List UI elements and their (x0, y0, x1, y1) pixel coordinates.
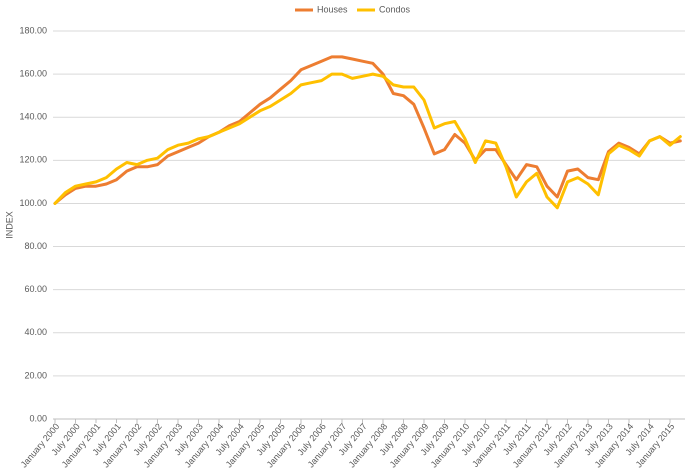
y-tick-label: 120.00 (19, 155, 47, 165)
y-tick-label: 140.00 (19, 112, 47, 122)
y-tick-label: 0.00 (29, 413, 47, 423)
line-series (53, 55, 682, 205)
y-axis-label: INDEX (4, 211, 14, 239)
y-tick-label: 20.00 (24, 370, 47, 380)
y-tick-label: 180.00 (19, 25, 47, 35)
line-series (53, 72, 682, 210)
y-tick-label: 160.00 (19, 68, 47, 78)
y-tick-label: 60.00 (24, 284, 47, 294)
legend-label: Houses (317, 4, 348, 14)
y-tick-label: 100.00 (19, 198, 47, 208)
legend-label: Condos (379, 4, 411, 14)
y-tick-label: 40.00 (24, 327, 47, 337)
y-tick-label: 80.00 (24, 241, 47, 251)
